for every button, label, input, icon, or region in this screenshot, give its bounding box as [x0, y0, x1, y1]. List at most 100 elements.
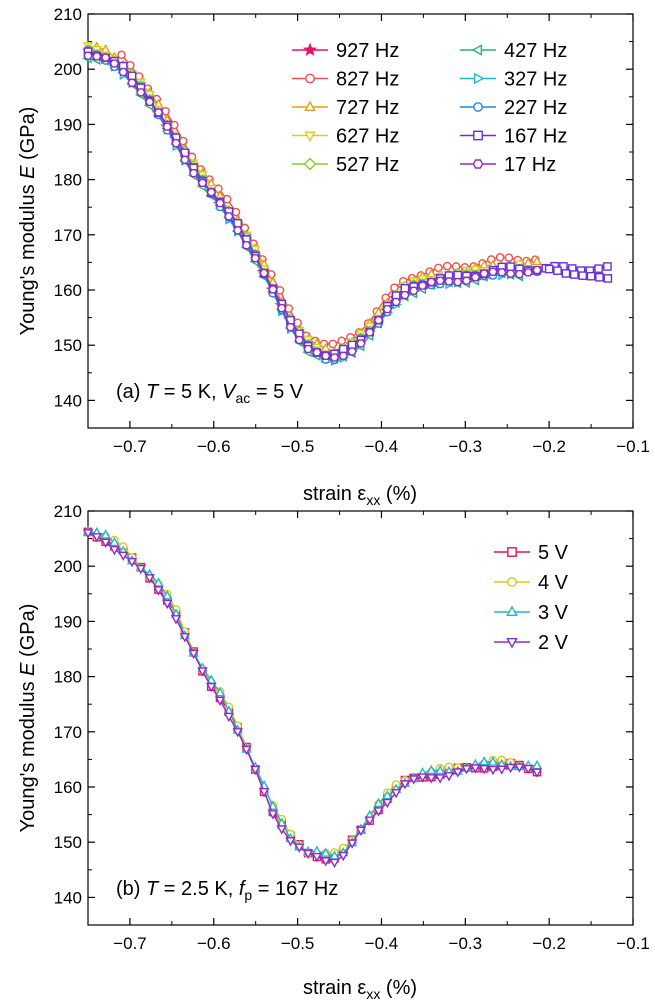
data-point	[241, 745, 252, 756]
legend-label: 727 Hz	[336, 97, 399, 119]
data-point	[479, 756, 490, 766]
legend-label: 4 V	[538, 572, 569, 594]
data-point	[356, 339, 366, 348]
data-point	[127, 71, 137, 81]
y-axis-label: Young's modulus E (GPa)	[17, 107, 39, 336]
y-tick-label: 180	[54, 171, 82, 190]
panel-annotation: (b) T = 2.5 K, fp = 167 Hz	[116, 878, 338, 903]
data-point	[399, 780, 411, 790]
data-point	[303, 344, 313, 354]
x-tick-label: −0.1	[616, 934, 650, 953]
data-point	[304, 100, 316, 112]
x-axis-label: strain εxx (%)	[303, 483, 417, 508]
data-point	[487, 765, 499, 776]
data-point	[603, 274, 613, 283]
x-ticks: −0.7 −0.6 −0.5 −0.4 −0.3 −0.2 −0.1	[113, 14, 650, 456]
data-point	[305, 73, 315, 84]
legend-label: 327 Hz	[504, 69, 567, 91]
data-point	[197, 178, 208, 188]
plot-frame	[87, 13, 634, 429]
data-point	[470, 764, 481, 774]
data-point	[505, 763, 516, 774]
data-point	[570, 270, 579, 279]
data-point	[347, 347, 357, 356]
data-point	[471, 44, 483, 56]
series-727-hz	[82, 40, 543, 355]
data-point	[586, 271, 596, 281]
x-tick-label: −0.3	[449, 934, 483, 953]
x-ticks: −0.7 −0.6 −0.5 −0.4 −0.3 −0.2 −0.1	[113, 511, 650, 953]
data-point	[461, 276, 472, 285]
y-tick-label: 160	[54, 778, 82, 797]
data-point	[100, 43, 111, 54]
data-point	[162, 590, 173, 600]
y-tick-label: 210	[54, 502, 82, 521]
legend-item: 167 Hz	[460, 126, 567, 148]
y-tick-label: 150	[54, 833, 82, 852]
series-line	[121, 54, 536, 345]
data-point	[514, 270, 525, 279]
y-tick-label: 200	[54, 557, 82, 576]
data-point	[390, 789, 402, 799]
data-point	[259, 268, 269, 278]
x-axis-label: strain εxx (%)	[303, 977, 417, 1002]
data-point	[506, 605, 518, 617]
data-point	[214, 686, 226, 697]
x-tick-label: −0.6	[197, 437, 231, 456]
data-point	[470, 273, 481, 282]
data-point	[250, 765, 261, 776]
legend-label: 427 Hz	[504, 40, 567, 62]
data-point	[382, 789, 393, 800]
series-line	[87, 54, 538, 359]
data-point	[544, 264, 554, 274]
data-point	[285, 837, 296, 847]
data-point	[338, 851, 349, 862]
data-point	[495, 252, 505, 262]
data-point	[294, 335, 305, 345]
y-axis-label: Young's modulus E (GPa)	[17, 604, 39, 833]
y-tick-label: 180	[54, 668, 82, 687]
x-tick-label: −0.5	[281, 437, 315, 456]
x-tick-label: −0.1	[616, 437, 650, 456]
legend-item: 227 Hz	[460, 97, 567, 119]
data-point	[171, 138, 181, 148]
data-point	[472, 159, 484, 169]
data-point	[531, 768, 543, 778]
data-point	[303, 157, 317, 171]
legend-label: 5 V	[538, 542, 569, 564]
data-point	[320, 351, 331, 360]
data-point	[302, 849, 314, 860]
data-point	[214, 696, 226, 707]
data-point	[373, 316, 384, 325]
data-point	[100, 529, 111, 539]
data-point	[117, 50, 126, 60]
data-point	[232, 728, 243, 738]
data-point	[118, 67, 128, 77]
legend-label: 827 Hz	[336, 69, 399, 91]
data-point	[408, 775, 419, 785]
y-tick-label: 150	[54, 336, 82, 355]
data-point	[338, 351, 349, 360]
data-point	[479, 269, 489, 278]
data-point	[364, 328, 375, 337]
legend-label: 2 V	[538, 632, 569, 654]
legend-item: 527 Hz	[292, 154, 399, 176]
data-point	[373, 797, 384, 808]
series-827-hz	[117, 50, 540, 349]
data-point	[100, 53, 111, 62]
data-point	[188, 168, 199, 178]
legend-label: 627 Hz	[336, 126, 399, 148]
data-point	[417, 773, 428, 783]
data-point	[561, 269, 571, 278]
data-point	[328, 339, 338, 349]
data-point	[232, 226, 243, 235]
data-point	[553, 266, 562, 275]
data-point	[496, 765, 507, 775]
data-point	[346, 839, 358, 849]
y-tick-label: 200	[54, 60, 82, 79]
x-tick-label: −0.4	[365, 934, 399, 953]
y-tick-label: 190	[54, 115, 82, 134]
data-point	[267, 810, 279, 820]
series-927-hz	[98, 52, 525, 364]
